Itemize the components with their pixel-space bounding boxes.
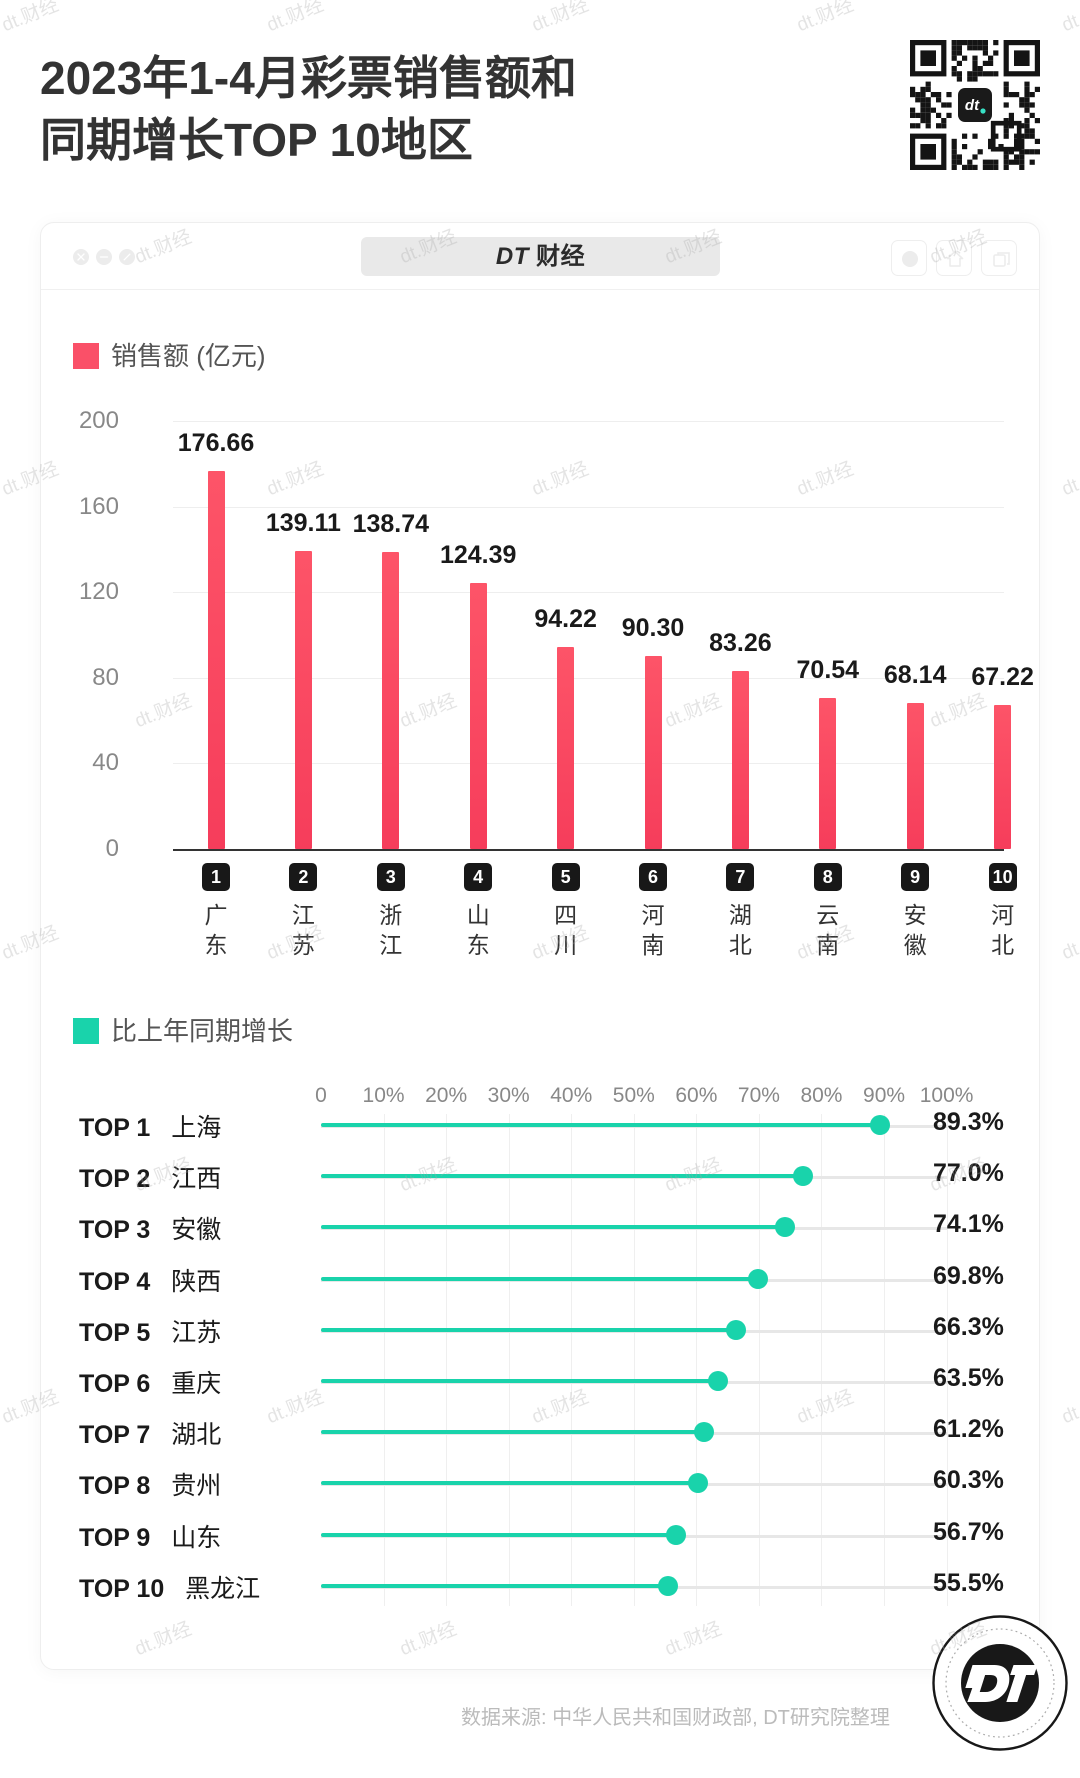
- svg-text:dt: dt: [965, 97, 980, 114]
